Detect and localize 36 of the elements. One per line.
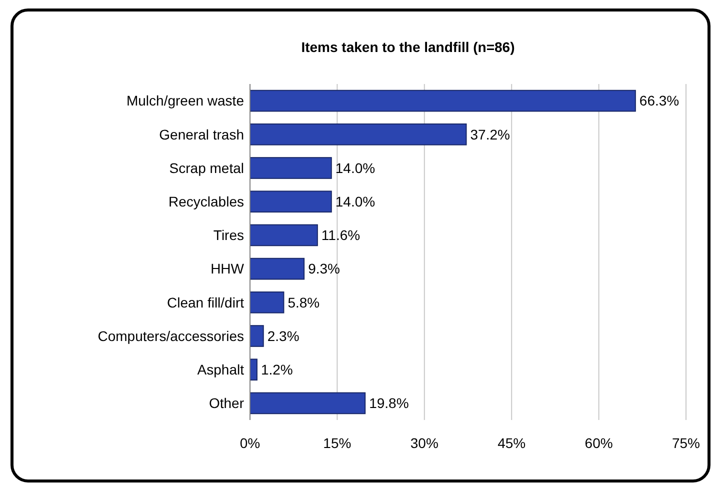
data-label: 5.8%: [288, 294, 320, 310]
y-tick-label: Clean fill/dirt: [166, 294, 244, 310]
y-tick-label: General trash: [159, 126, 244, 142]
data-label: 11.6%: [321, 227, 360, 244]
x-tick-label: 0%: [240, 435, 260, 451]
bar: [250, 190, 332, 213]
y-tick-label: Tires: [213, 227, 244, 244]
y-tick-label: Recyclables: [168, 194, 244, 210]
x-tick-label: 30%: [410, 435, 438, 451]
bar: [250, 258, 305, 280]
x-tick-label: 15%: [323, 435, 352, 451]
data-label: 1.2%: [260, 362, 293, 378]
bar: [250, 325, 264, 347]
data-label: 9.3%: [308, 260, 340, 277]
y-tick-label: Scrap metal: [169, 160, 244, 176]
data-label: 2.3%: [267, 328, 300, 344]
bar: [250, 392, 366, 414]
x-tick-label: 45%: [498, 435, 526, 451]
data-label: 37.2%: [470, 126, 510, 142]
y-tick-label: Other: [208, 395, 244, 412]
data-label: 14.0%: [335, 194, 376, 210]
chart-title: Items taken to the landfill (n=86): [301, 39, 515, 55]
data-label: 19.8%: [369, 395, 409, 412]
bar: [250, 157, 332, 179]
x-tick-label: 75%: [672, 435, 700, 451]
x-tick-label: 60%: [584, 435, 613, 451]
bar: [250, 291, 284, 314]
y-tick-label: Computers/accessories: [98, 328, 244, 344]
y-tick-label: Mulch/green waste: [126, 92, 244, 109]
y-tick-label: HHW: [210, 260, 245, 277]
y-tick-label: Asphalt: [197, 362, 244, 378]
bar: [250, 90, 636, 112]
data-label: 66.3%: [639, 92, 680, 109]
bar: [250, 224, 318, 246]
bar: [250, 123, 467, 146]
data-label: 14.0%: [335, 160, 376, 176]
